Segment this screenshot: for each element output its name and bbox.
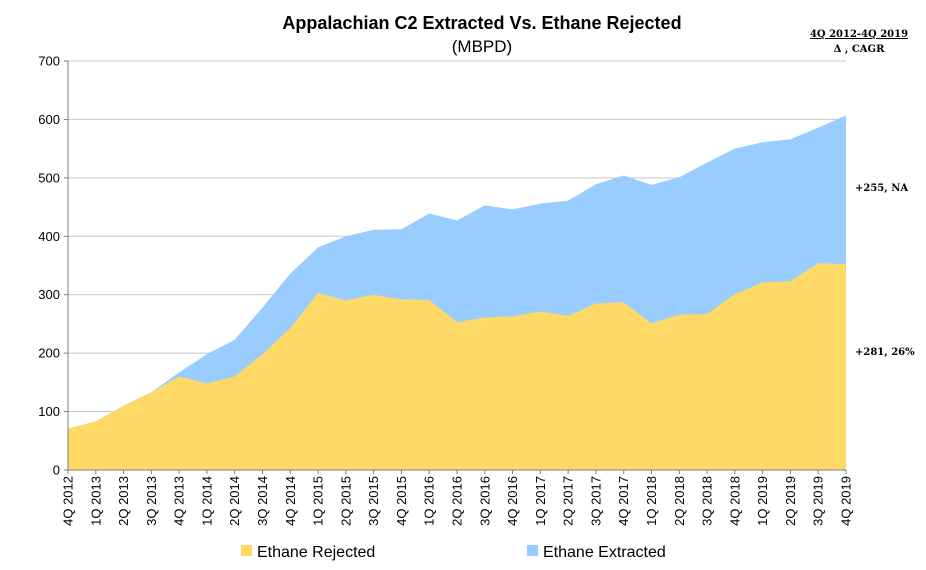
- x-tick-label: 3Q 2019: [811, 476, 826, 526]
- axes: [64, 60, 847, 474]
- x-tick-label: 4Q 2013: [172, 476, 187, 526]
- series-area-rejected: [68, 263, 846, 470]
- annotation-rejected-change: +281, 26%: [855, 347, 915, 358]
- chart-subtitle: (MBPD): [452, 37, 512, 56]
- x-tick-label: 1Q 2019: [755, 476, 770, 526]
- y-tick-labels: 0 100 200 300 400 500 600 700: [38, 54, 60, 478]
- side-header-period: 4Q 2012-4Q 2019: [810, 29, 908, 40]
- x-tick-label: 2Q 2015: [338, 476, 353, 526]
- x-tick-label: 4Q 2014: [283, 476, 298, 526]
- y-tick-label: 0: [53, 463, 60, 478]
- x-tick-label: 3Q 2018: [700, 476, 715, 526]
- x-tick-label: 3Q 2016: [477, 476, 492, 526]
- x-tick-label: 4Q 2019: [839, 476, 854, 526]
- x-tick-label: 4Q 2018: [727, 476, 742, 526]
- legend-swatch-rejected: [241, 545, 252, 556]
- x-tick-label: 1Q 2013: [88, 476, 103, 526]
- x-tick-label: 3Q 2013: [144, 476, 159, 526]
- side-header-metric: Δ , CAGR: [834, 44, 885, 55]
- x-tick-label: 4Q 2015: [394, 476, 409, 526]
- y-tick-label: 700: [38, 54, 60, 69]
- x-tick-label: 1Q 2018: [644, 476, 659, 526]
- y-tick-label: 200: [38, 346, 60, 361]
- x-tick-label: 2Q 2018: [672, 476, 687, 526]
- series-areas: [68, 115, 846, 471]
- x-tick-label: 1Q 2014: [199, 476, 214, 526]
- y-tick-label: 100: [38, 404, 60, 419]
- y-tick-label: 500: [38, 170, 60, 185]
- x-tick-label: 4Q 2016: [505, 476, 520, 526]
- legend-swatch-extracted: [527, 545, 538, 556]
- x-tick-labels: 4Q 2012 1Q 2013 2Q 2013 3Q 2013 4Q 2013 1Q 20…: [61, 476, 854, 526]
- y-tick-label: 300: [38, 287, 60, 302]
- x-tick-label: 2Q 2019: [783, 476, 798, 526]
- x-tick-label: 3Q 2017: [588, 476, 603, 526]
- x-tick-label: 1Q 2015: [311, 476, 326, 526]
- legend-label-extracted: Ethane Extracted: [543, 544, 666, 561]
- y-tick-label: 400: [38, 229, 60, 244]
- x-tick-label: 4Q 2012: [61, 476, 76, 526]
- x-tick-label: 1Q 2017: [533, 476, 548, 526]
- x-tick-label: 2Q 2013: [116, 476, 131, 526]
- x-tick-label: 1Q 2016: [422, 476, 437, 526]
- annotation-extracted-change: +255, NA: [855, 183, 908, 194]
- chart-title: Appalachian C2 Extracted Vs. Ethane Reje…: [282, 13, 681, 33]
- legend: Ethane Rejected Ethane Extracted: [241, 544, 666, 561]
- x-tick-label: 3Q 2015: [366, 476, 381, 526]
- x-tick-label: 2Q 2014: [227, 476, 242, 526]
- x-tick-label: 3Q 2014: [255, 476, 270, 526]
- legend-label-rejected: Ethane Rejected: [257, 544, 375, 561]
- x-tick-label: 2Q 2017: [561, 476, 576, 526]
- x-tick-label: 2Q 2016: [450, 476, 465, 526]
- x-tick-label: 4Q 2017: [616, 476, 631, 526]
- y-tick-label: 600: [38, 112, 60, 127]
